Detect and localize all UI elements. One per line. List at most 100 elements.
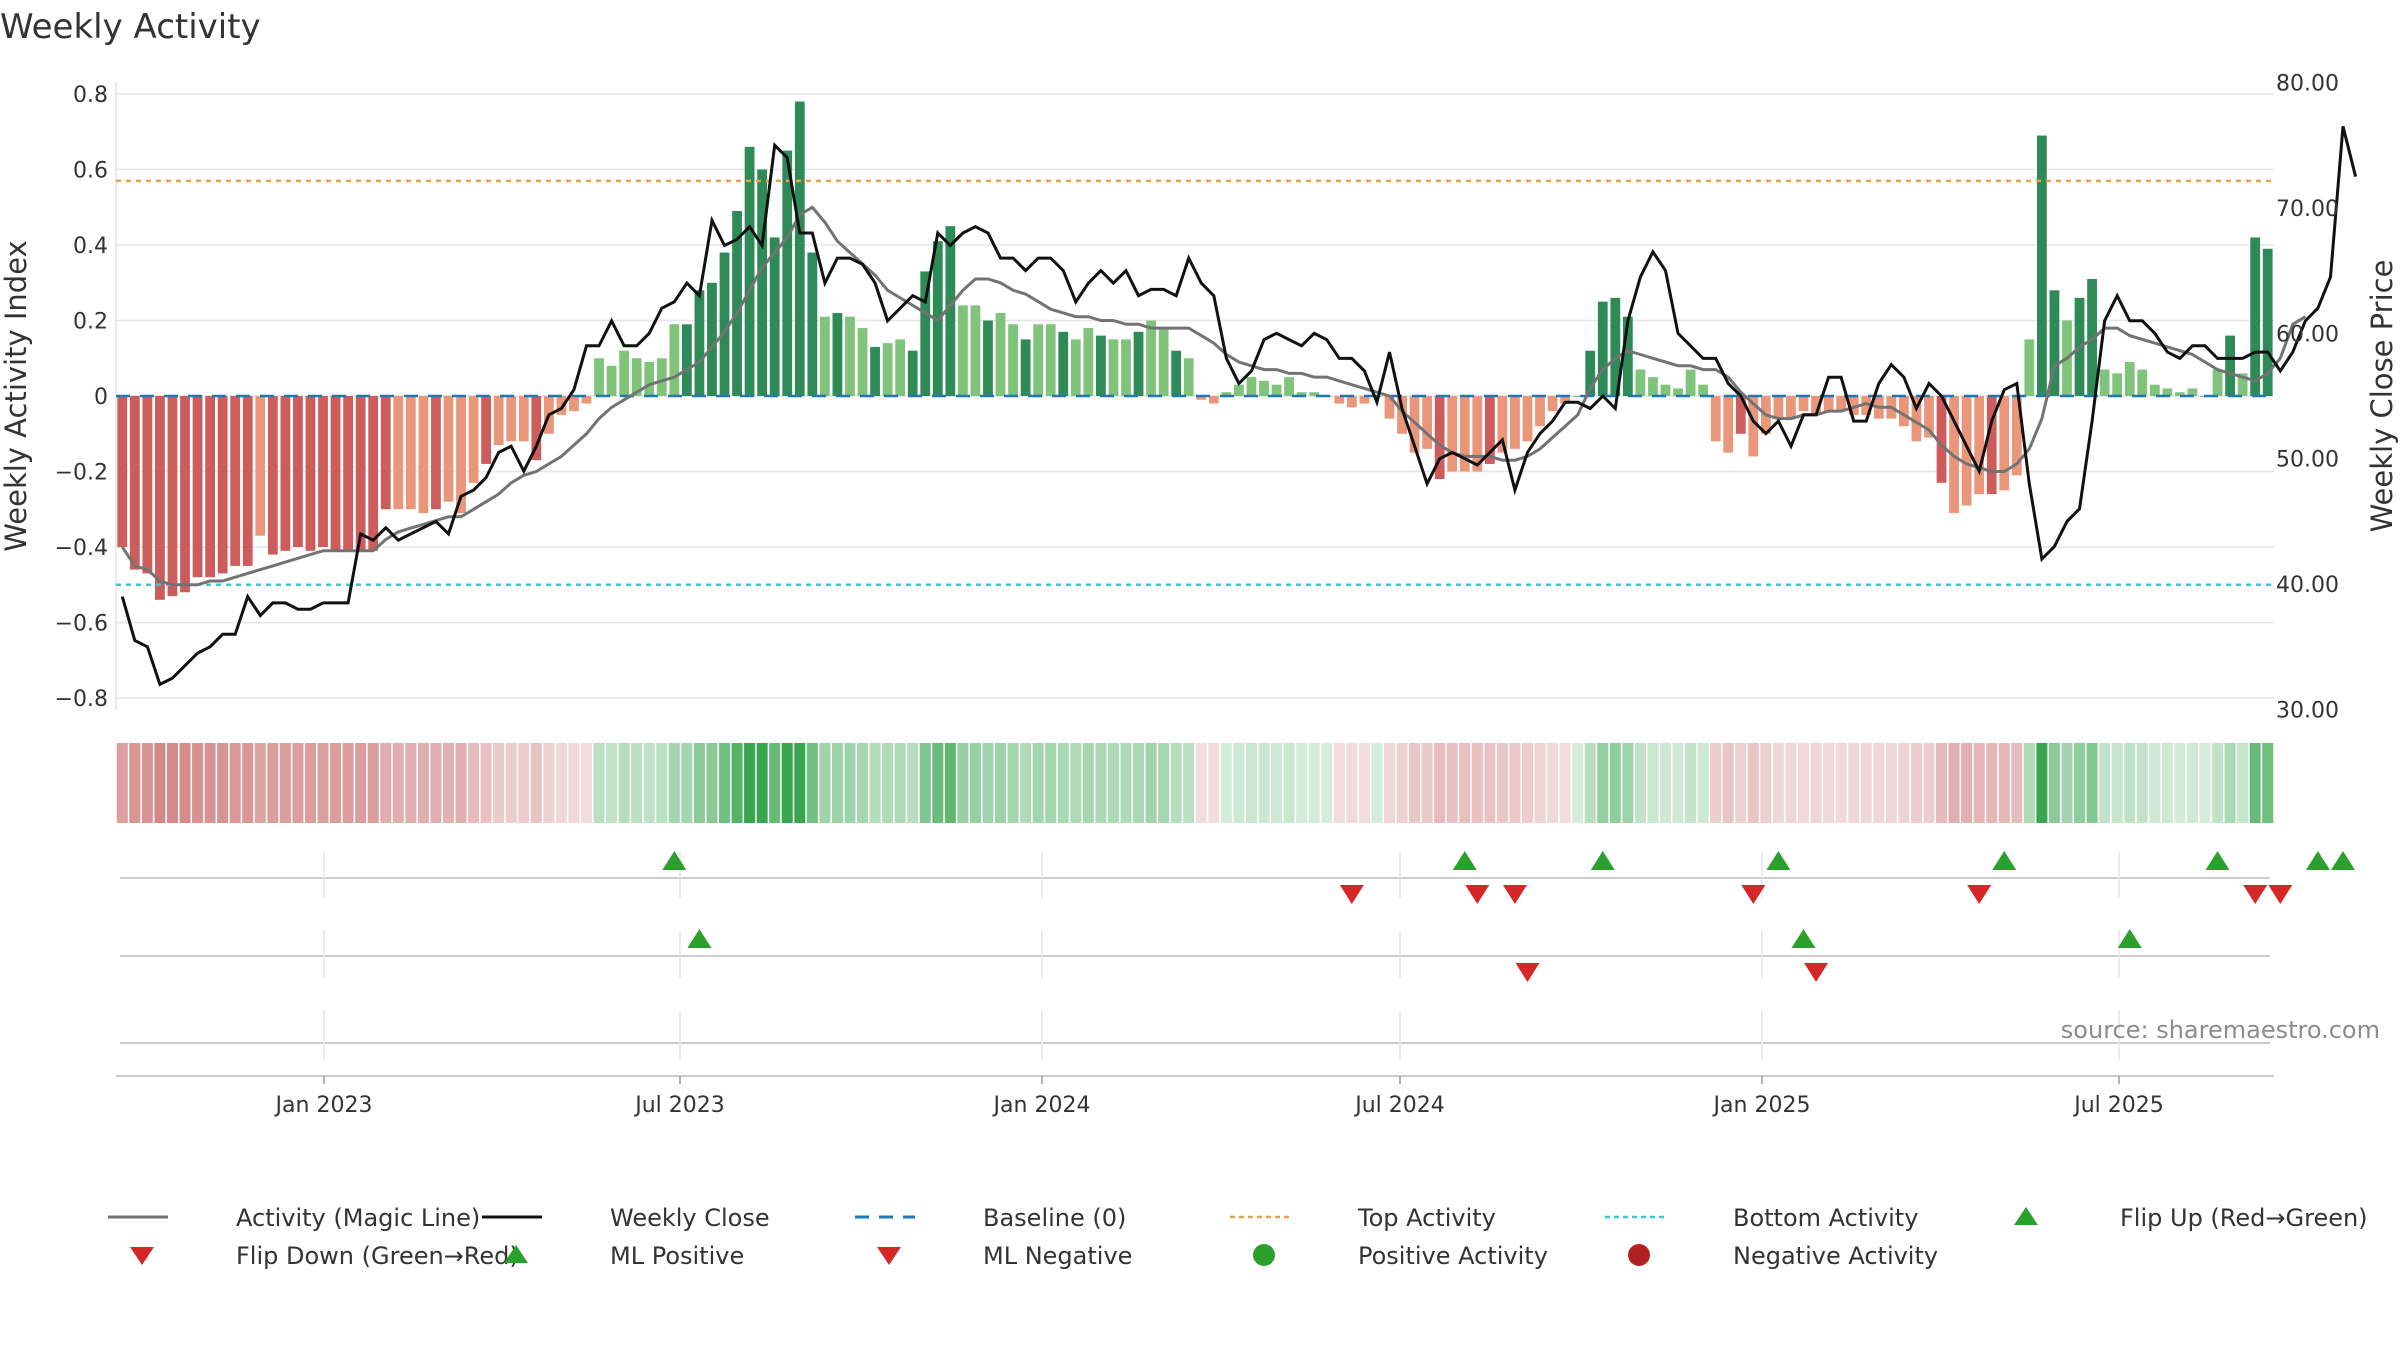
activity-bar <box>1083 328 1094 396</box>
strip-cell <box>1496 743 1508 823</box>
activity-bar <box>2149 384 2160 396</box>
strip-cell <box>1371 743 1383 823</box>
activity-bar <box>267 396 278 555</box>
strip-cell <box>1685 743 1697 823</box>
strip-cell <box>141 743 153 823</box>
strip-cell <box>179 743 191 823</box>
activity-bar <box>1861 396 1872 415</box>
activity-bar <box>819 316 830 396</box>
activity-bar <box>1911 396 1922 442</box>
strip-cell <box>1584 743 1596 823</box>
strip-cell <box>1873 743 1885 823</box>
activity-bar <box>1673 388 1683 396</box>
activity-bar <box>1033 324 1044 396</box>
activity-bar <box>794 101 805 397</box>
activity-bar <box>142 396 153 574</box>
strip-cell <box>1609 743 1621 823</box>
legend-label: Positive Activity <box>1358 1242 1548 1270</box>
activity-bar <box>2036 135 2047 396</box>
strip-cell <box>1885 743 1897 823</box>
strip-cell <box>1948 743 1960 823</box>
legend-label: ML Negative <box>983 1242 1132 1270</box>
strip-cell <box>2174 743 2186 823</box>
strip-cell <box>1471 743 1483 823</box>
strip-cell <box>2149 743 2161 823</box>
activity-bar <box>556 396 567 415</box>
activity-bar <box>606 365 617 396</box>
legend: Activity (Magic Line) Weekly Close Baselin… <box>108 1204 2368 1270</box>
strip-cell <box>1409 743 1421 823</box>
activity-bar <box>1497 396 1508 453</box>
activity-bar <box>1271 384 1282 396</box>
legend-label: Activity (Magic Line) <box>236 1204 480 1232</box>
strip-cell <box>480 743 492 823</box>
strip-cell <box>204 743 216 823</box>
flip-up-marker <box>2305 851 2330 870</box>
strip-cell <box>1534 743 1546 823</box>
activity-bar <box>129 396 140 570</box>
strip-cell <box>2224 743 2236 823</box>
activity-bar <box>1459 396 1470 472</box>
activity-bar <box>2137 369 2148 396</box>
flip-up-marker <box>662 851 687 870</box>
activity-bar <box>1560 396 1571 404</box>
activity-bar <box>1397 396 1407 434</box>
activity-bar <box>1434 396 1445 480</box>
strip-cell <box>969 743 981 823</box>
strip-cell <box>794 743 806 823</box>
strip-cell <box>1898 743 1910 823</box>
y-tick-label: −0.8 <box>55 687 108 712</box>
activity-bar <box>1685 369 1696 396</box>
strip-cell <box>1358 743 1370 823</box>
strip-cell <box>769 743 781 823</box>
strip-cell <box>1835 743 1847 823</box>
strip-cell <box>706 743 718 823</box>
strip-cell <box>430 743 442 823</box>
strip-cell <box>1710 743 1722 823</box>
strip-cell <box>1659 743 1672 823</box>
activity-bar <box>945 226 956 396</box>
strip-cell <box>405 743 417 823</box>
strip-cell <box>1547 743 1559 823</box>
flip-up-marker <box>1992 851 2017 870</box>
activity-bar <box>1196 396 1207 400</box>
y-axis-right-label: Weekly Close Price <box>2365 260 2399 533</box>
strip-cell <box>1697 743 1709 823</box>
strip-cell <box>1271 743 1283 823</box>
activity-bar <box>330 396 341 551</box>
activity-bar <box>644 362 655 396</box>
strip-cell <box>154 743 166 823</box>
activity-bar <box>1259 380 1269 396</box>
strip-cell <box>2249 743 2261 823</box>
activity-bar <box>1070 339 1081 396</box>
activity-bar <box>443 396 454 502</box>
strip-cell <box>831 743 843 823</box>
activity-bar <box>769 237 780 396</box>
strip-cell <box>442 743 455 823</box>
activity-bar <box>619 350 630 396</box>
ml-positive-marker <box>2117 929 2142 948</box>
strip-cell <box>1484 743 1496 823</box>
strip-cell <box>681 743 693 823</box>
activity-bar <box>2049 290 2060 396</box>
activity-bar <box>1999 396 2010 491</box>
strip-cell <box>1910 743 1922 823</box>
activity-bar <box>2162 388 2173 396</box>
flip-up-marker <box>2331 851 2356 870</box>
activity-bar <box>1522 396 1533 442</box>
flip-up-marker <box>1590 851 1615 870</box>
activity-bar <box>832 312 843 396</box>
strip-cell <box>894 743 906 823</box>
y-right-tick-label: 70.00 <box>2276 197 2339 222</box>
strip-cell <box>693 743 705 823</box>
activity-bar <box>744 146 755 396</box>
strip-cell <box>342 743 354 823</box>
flip-up-marker <box>1452 851 1477 870</box>
strip-cell <box>1986 743 1998 823</box>
activity-bar <box>167 396 178 597</box>
activity-bar <box>531 396 542 461</box>
activity-bar <box>782 150 793 396</box>
activity-bar <box>2262 248 2273 396</box>
y-axis-ticks: 0.8 0.6 0.4 0.2 0 −0.2 −0.4 −0.6 −0.8 <box>55 83 108 712</box>
activity-bar <box>970 305 981 396</box>
